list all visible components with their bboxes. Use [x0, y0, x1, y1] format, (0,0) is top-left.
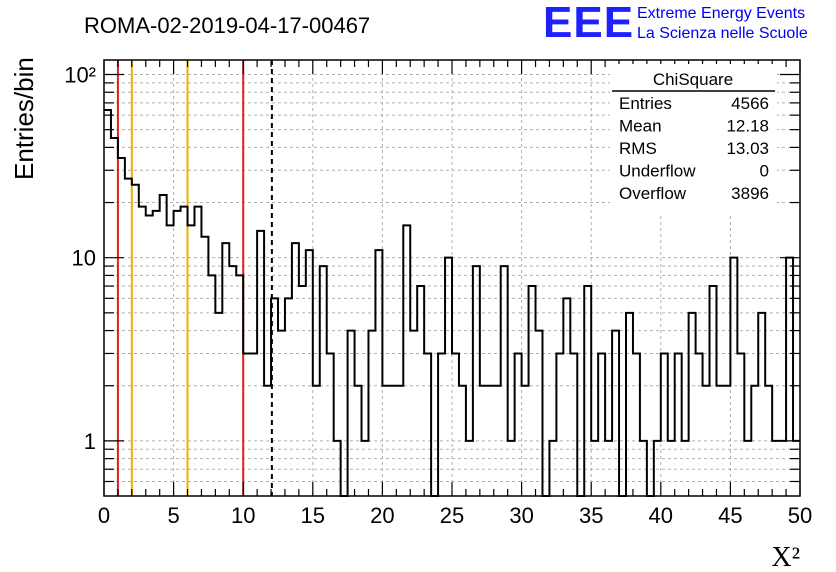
x-tick-label: 40	[649, 503, 673, 528]
y-tick-label: 1	[84, 429, 96, 454]
histogram-bin	[257, 231, 264, 496]
histogram-bin	[501, 266, 508, 496]
histogram-series	[104, 109, 800, 497]
histogram-bin	[327, 353, 334, 496]
histogram-bin	[563, 298, 570, 496]
x-tick-label: 20	[370, 503, 394, 528]
histogram-bin	[584, 286, 591, 496]
histogram-bin	[424, 353, 431, 496]
histogram-bin	[118, 158, 125, 496]
histogram-bin	[570, 353, 577, 496]
histogram-bin	[417, 286, 424, 496]
histogram-bin	[529, 286, 536, 496]
y-tick-label: 10	[72, 246, 96, 271]
histogram-bin	[515, 353, 522, 496]
stats-row-label: RMS	[619, 139, 657, 158]
histogram-bin	[194, 207, 201, 496]
stats-row-value: 13.03	[726, 139, 769, 158]
eee-logo-mark: EEE	[543, 0, 635, 47]
stats-box: ChiSquare Entries 4566 Mean 12.18 RMS 13.03 Un…	[610, 64, 777, 214]
chart-title: ROMA-02-2019-04-17-00467	[84, 13, 370, 38]
x-tick-label: 10	[231, 503, 255, 528]
y-tick-label: 10²	[64, 63, 96, 88]
histogram-bin	[292, 243, 299, 496]
histogram-bin	[536, 331, 543, 496]
logo-line-1: Extreme Energy Events	[637, 5, 806, 22]
histogram-bin	[438, 353, 445, 496]
histogram-bin	[215, 313, 222, 496]
x-tick-label: 30	[509, 503, 533, 528]
x-tick-label: 50	[788, 503, 812, 528]
histogram-bin	[661, 353, 668, 496]
histogram-bin	[139, 207, 146, 496]
histogram-bin	[222, 243, 229, 496]
stats-row-value: 0	[760, 162, 769, 181]
histogram-bin	[104, 110, 111, 496]
x-tick-label: 35	[579, 503, 603, 528]
histogram-bin	[633, 353, 640, 496]
histogram-bin	[306, 250, 313, 496]
histogram-bin	[452, 353, 459, 496]
histogram-bin	[556, 353, 563, 496]
stats-row-label: Overflow	[619, 184, 687, 203]
eee-logo: EEE Extreme Energy Events La Scienza nel…	[543, 0, 833, 47]
x-tick-label: 15	[301, 503, 325, 528]
histogram-bin	[410, 331, 417, 496]
reference-lines	[116, 60, 273, 496]
histogram-bin	[375, 250, 382, 496]
histogram-bin	[689, 313, 696, 496]
histogram-bin	[710, 286, 717, 496]
histogram-bin	[612, 331, 619, 496]
stats-row-label: Mean	[619, 117, 662, 136]
axes: 0 5 10 15 20 25 30 35 40 45 50 1 10 10²	[64, 59, 812, 528]
x-tick-label: 5	[167, 503, 179, 528]
stats-row-label: Entries	[619, 94, 672, 113]
logo-line-2: La Scienza nelle Scuole	[637, 25, 808, 42]
histogram-bin	[675, 353, 682, 496]
histogram-bin	[160, 195, 167, 496]
histogram-bin	[285, 298, 292, 496]
histogram-bin	[243, 353, 250, 496]
histogram-bin	[626, 313, 633, 496]
stats-row-label: Underflow	[619, 162, 696, 181]
histogram-bin	[696, 353, 703, 496]
x-tick-label: 25	[440, 503, 464, 528]
histogram-bin	[445, 258, 452, 496]
histogram-bin	[786, 258, 793, 496]
histogram-bin	[598, 353, 605, 496]
histogram-bin	[473, 266, 480, 496]
histogram-bin	[278, 331, 285, 496]
histogram-bin	[229, 266, 236, 496]
x-tick-label: 45	[718, 503, 742, 528]
histogram-bin	[348, 331, 355, 496]
stats-row-value: 4566	[731, 94, 769, 113]
histogram-bin	[758, 313, 765, 496]
histogram-bin	[181, 207, 188, 496]
x-tick-label: 0	[98, 503, 110, 528]
histogram-bin	[320, 266, 327, 496]
stats-title: ChiSquare	[653, 70, 733, 89]
histogram-bin	[111, 138, 118, 496]
stats-row-value: 3896	[731, 184, 769, 203]
histogram-bin	[368, 331, 375, 496]
x-axis-label: X²	[771, 542, 800, 572]
y-axis-label: Entries/bin	[9, 57, 39, 180]
histogram-bin	[250, 353, 257, 496]
histogram-bin	[737, 353, 744, 496]
histogram-bin	[730, 258, 737, 496]
histogram-step-line	[104, 109, 800, 497]
histogram-bin	[299, 286, 306, 496]
histogram-bin	[125, 179, 132, 496]
stats-row-value: 12.18	[726, 117, 769, 136]
